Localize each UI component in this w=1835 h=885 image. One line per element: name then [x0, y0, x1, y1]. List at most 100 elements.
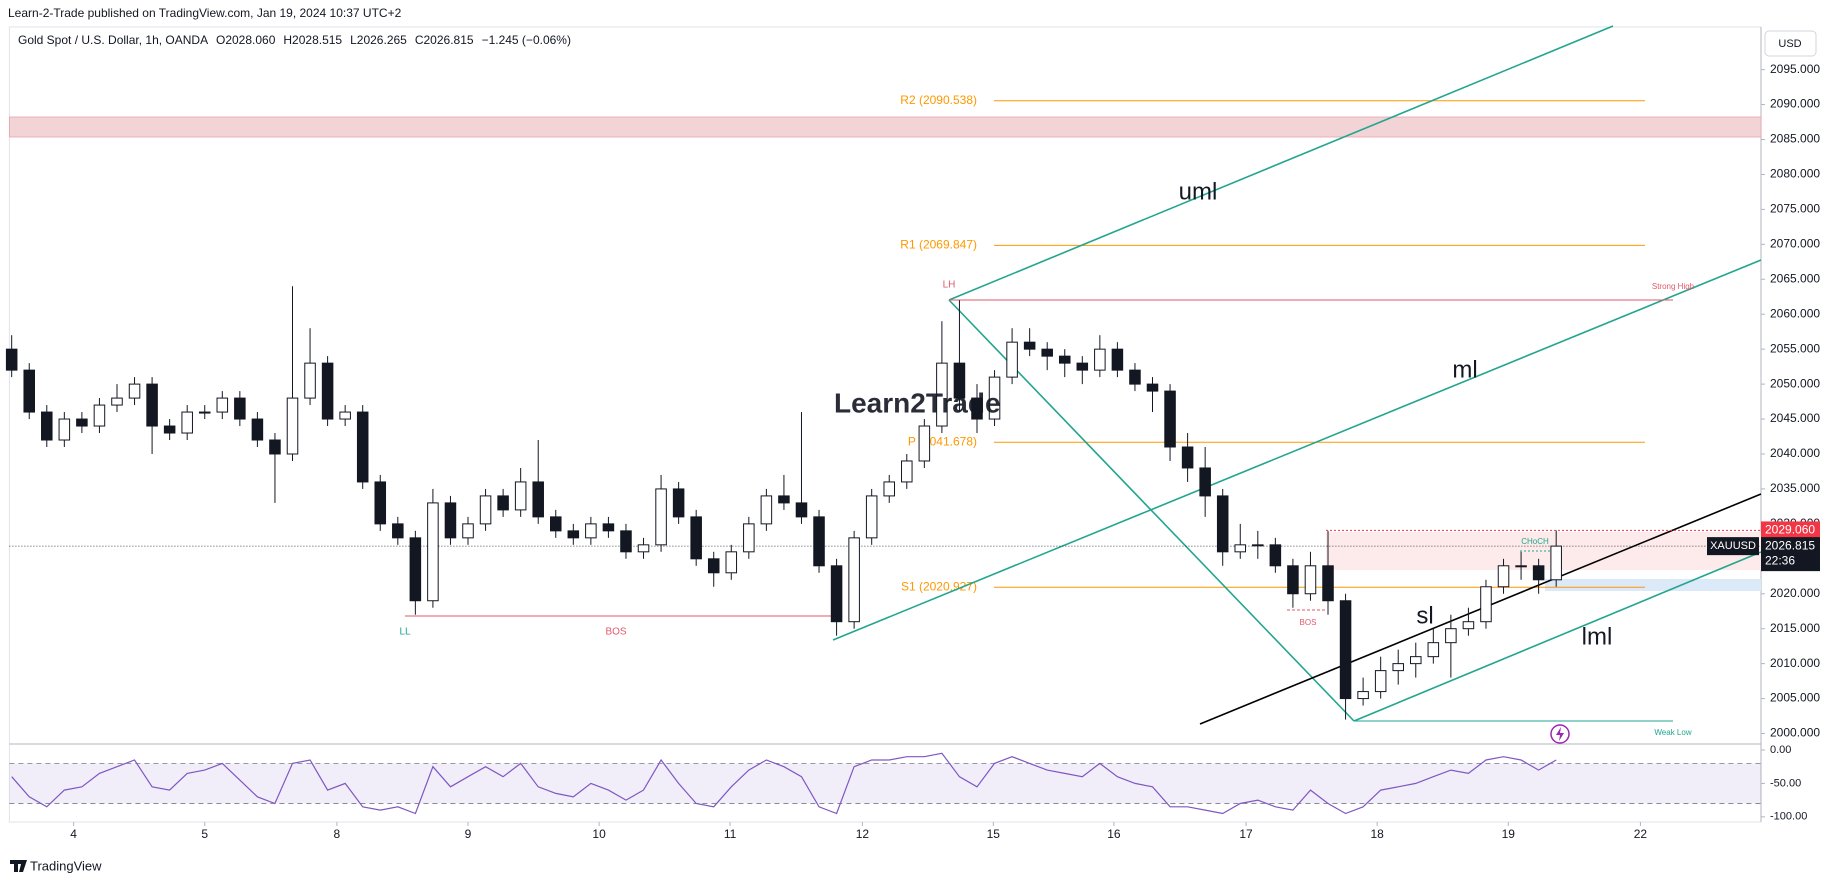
candle-body — [532, 481, 544, 518]
rsi-tick-label: 0.00 — [1770, 744, 1791, 756]
candle-body — [743, 523, 755, 553]
demand-zone — [1545, 579, 1761, 591]
candle-body — [286, 397, 299, 455]
candle-body — [374, 481, 387, 525]
rsi-tick-label: -100.00 — [1770, 811, 1807, 823]
pitchfork-upper — [948, 25, 1614, 301]
y-tick-label: 2095.000 — [1770, 62, 1820, 76]
candle-body — [304, 362, 316, 399]
annotation: lml — [1582, 623, 1613, 650]
candle-body — [830, 565, 843, 623]
x-tick-label: 4 — [70, 827, 77, 841]
x-tick-label: 22 — [1634, 827, 1648, 841]
candle-body — [725, 551, 738, 574]
y-tick-label: 2020.000 — [1770, 586, 1820, 600]
currency-button[interactable] — [1764, 30, 1817, 57]
rsi-band — [9, 763, 1761, 804]
annotation: LH — [943, 280, 956, 291]
candle-body — [146, 383, 158, 427]
candle-body — [23, 369, 35, 413]
candle-body — [655, 488, 667, 546]
candle-body — [1322, 565, 1334, 602]
x-tick-label: 12 — [856, 827, 870, 841]
supply-zone — [8, 116, 1762, 138]
candle-body — [1164, 390, 1176, 448]
y-tick-label: 2035.000 — [1770, 481, 1820, 495]
candle-body — [795, 502, 808, 518]
watermark: Learn2Trade — [834, 387, 1001, 418]
candle-body — [1392, 663, 1404, 672]
last-price-label: 2026.815 — [1765, 538, 1815, 552]
candle-body — [637, 544, 650, 553]
candle-body — [1181, 446, 1194, 469]
annotation: uml — [1179, 178, 1218, 205]
alert-icon — [1550, 724, 1570, 744]
candle-body — [936, 362, 948, 427]
candle-body — [1550, 545, 1562, 581]
y-tick-label: 2050.000 — [1770, 376, 1820, 390]
x-tick-label: 5 — [201, 827, 208, 841]
x-tick-label: 8 — [334, 827, 341, 841]
candle-body — [462, 523, 474, 539]
rsi-line — [11, 752, 1557, 815]
candle-body — [427, 502, 439, 602]
y-tick-label: 2070.000 — [1770, 237, 1820, 251]
candle-body — [41, 411, 53, 441]
pivot-label: P (2041.678) — [908, 434, 977, 448]
candle-body — [1532, 565, 1545, 581]
candle-body — [58, 418, 71, 441]
pivot-label: R2 (2090.538) — [900, 93, 977, 107]
candle-body — [883, 481, 896, 497]
y-tick-label: 2080.000 — [1770, 167, 1820, 181]
y-tick-label: 2055.000 — [1770, 341, 1820, 355]
candle-body — [1515, 565, 1527, 568]
candle-body — [321, 362, 334, 420]
candle-body — [234, 397, 246, 420]
fvg-zone — [1326, 532, 1761, 570]
y-tick-label: 2040.000 — [1770, 446, 1820, 460]
y-tick-label: 2045.000 — [1770, 411, 1820, 425]
candle-body — [953, 362, 966, 399]
high-marker-tag — [1761, 521, 1820, 540]
annotation: BOS — [1300, 618, 1317, 627]
x-tick-label: 9 — [465, 827, 472, 841]
candle-body — [1410, 656, 1422, 665]
candle-body — [93, 404, 106, 427]
candle-body — [497, 495, 509, 511]
candle-body — [988, 376, 1001, 420]
candle-body — [76, 418, 88, 427]
candle-body — [356, 411, 369, 483]
y-tick-label: 2090.000 — [1770, 97, 1820, 111]
alert-bolt — [1556, 727, 1564, 741]
y-tick-label: 2010.000 — [1770, 656, 1820, 670]
x-tick-label: 15 — [987, 827, 1001, 841]
candle-body — [707, 558, 720, 574]
candle-body — [567, 530, 580, 539]
y-tick-label: 2075.000 — [1770, 202, 1820, 216]
candle-body — [514, 481, 527, 511]
symbol-tag-label: XAUUSD — [1710, 540, 1756, 552]
candle-body — [813, 516, 825, 567]
candle-body — [1427, 642, 1440, 658]
candle-body — [1287, 565, 1299, 595]
candle-body — [1216, 495, 1229, 553]
pitchfork-lower — [1353, 551, 1762, 722]
annotation: BOS — [605, 627, 626, 638]
candle-body — [1199, 467, 1211, 497]
candle-body — [1497, 565, 1510, 588]
x-tick-label: 16 — [1107, 827, 1121, 841]
y-tick-label: 2005.000 — [1770, 691, 1820, 705]
symbol-title: Gold Spot / U.S. Dollar, 1h, OANDA — [18, 33, 208, 47]
ohlc-value: L2026.265 — [350, 33, 407, 47]
x-tick-label: 10 — [592, 827, 606, 841]
ohlc-value: H2028.515 — [283, 33, 342, 47]
candle-body — [5, 348, 18, 371]
candle-body — [1234, 544, 1247, 553]
candle-body — [392, 523, 404, 539]
candle-body — [251, 418, 264, 441]
candle-body — [865, 495, 878, 539]
pivot-label: R1 (2069.847) — [900, 238, 977, 252]
annotation: Weak Low — [1654, 728, 1691, 737]
